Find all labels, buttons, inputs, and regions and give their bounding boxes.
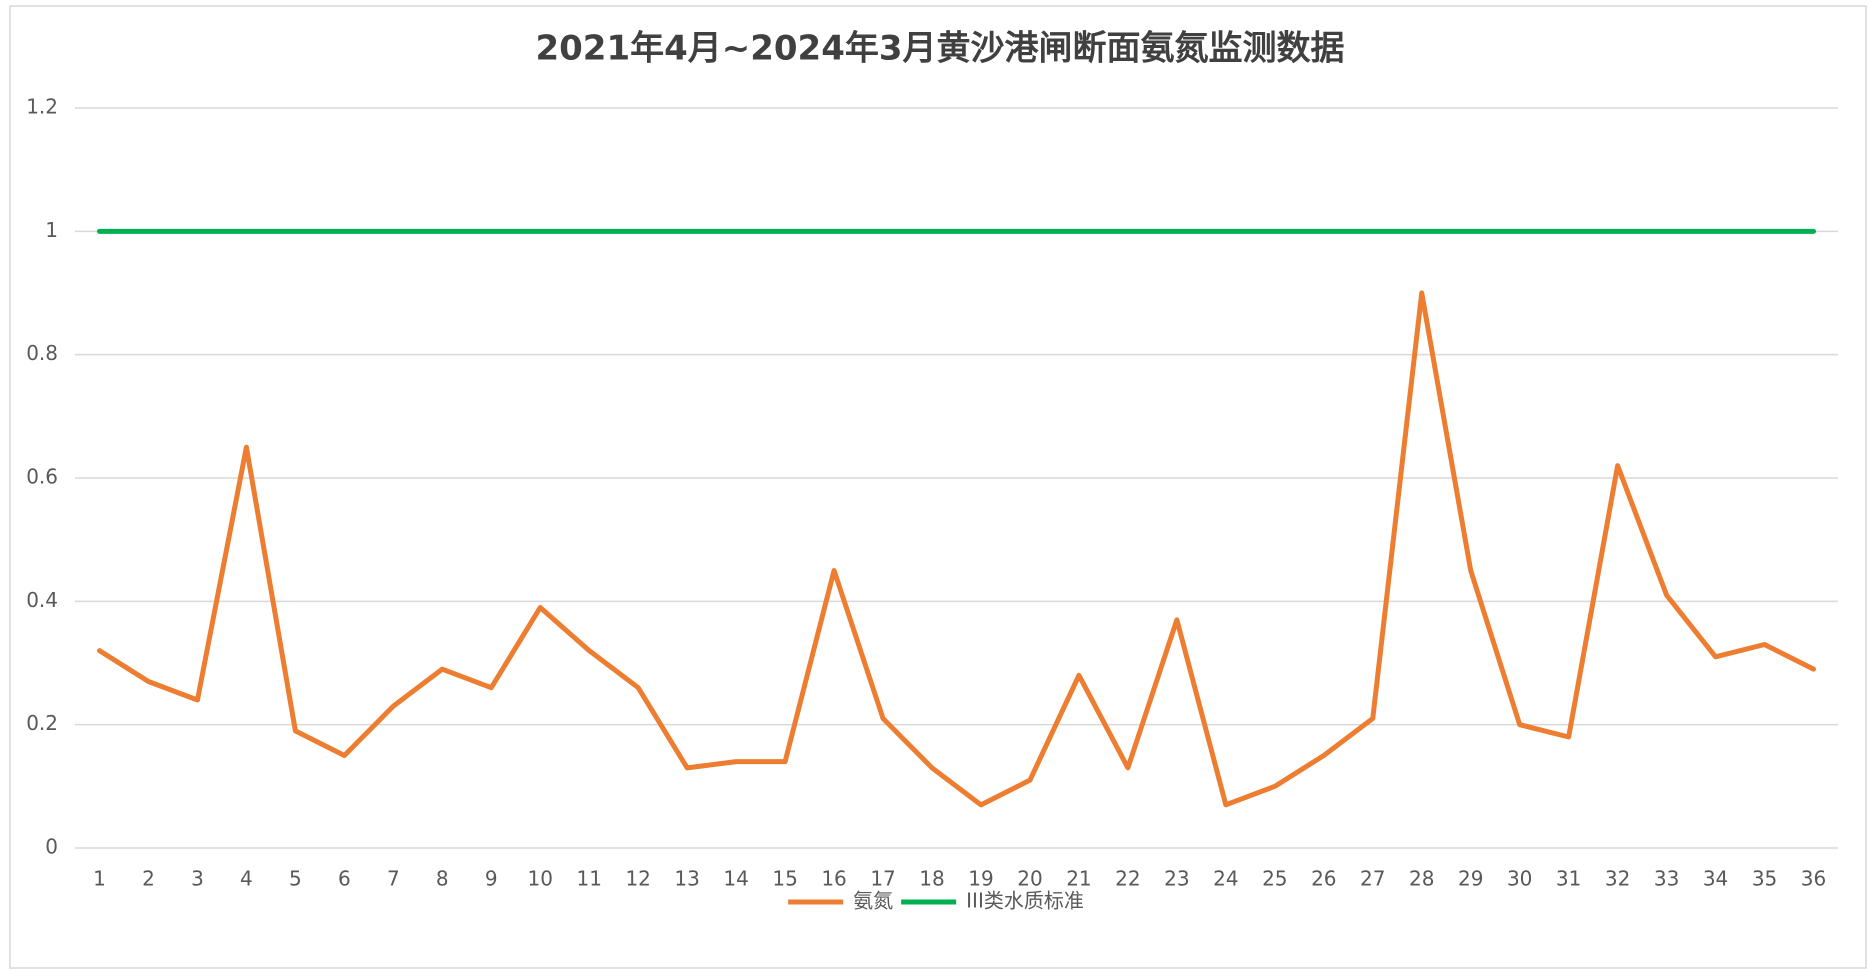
x-tick-label: 25 xyxy=(1262,867,1287,891)
line-series xyxy=(96,290,1817,808)
x-tick-label: 35 xyxy=(1752,867,1777,891)
x-tick-label: 14 xyxy=(723,867,748,891)
x-tick-label: 19 xyxy=(968,867,993,891)
x-tick-label: 18 xyxy=(919,867,944,891)
x-tick-label: 32 xyxy=(1605,867,1630,891)
chart-frame xyxy=(9,5,1867,969)
x-tick-label: 1 xyxy=(93,867,106,891)
x-tick-label: 20 xyxy=(1017,867,1042,891)
x-tick-label: 36 xyxy=(1801,867,1826,891)
x-tick-label: 6 xyxy=(338,867,351,891)
x-tick-label: 15 xyxy=(772,867,797,891)
x-tick-label: 13 xyxy=(674,867,699,891)
y-tick-label: 0.4 xyxy=(26,588,58,612)
y-tick-label: 0.6 xyxy=(26,465,58,489)
x-tick-label: 23 xyxy=(1164,867,1189,891)
x-tick-label: 22 xyxy=(1115,867,1140,891)
x-tick-label: 7 xyxy=(387,867,400,891)
y-tick-label: 0 xyxy=(45,835,58,859)
x-tick-label: 8 xyxy=(436,867,449,891)
x-tick-label: 9 xyxy=(485,867,498,891)
x-tick-label: 26 xyxy=(1311,867,1336,891)
legend-label: 氨氮 xyxy=(853,889,893,913)
x-tick-label: 16 xyxy=(821,867,846,891)
legend-label: III类水质标准 xyxy=(966,889,1084,913)
x-tick-label: 34 xyxy=(1703,867,1728,891)
x-tick-label: 12 xyxy=(625,867,650,891)
x-tick-label: 5 xyxy=(289,867,302,891)
y-tick-label: 1.2 xyxy=(26,95,58,119)
x-tick-label: 10 xyxy=(528,867,553,891)
chart-title: 2021年4月~2024年3月黄沙港闸断面氨氮监测数据 xyxy=(535,29,1344,69)
y-tick-label: 0.8 xyxy=(26,341,58,365)
y-tick-label: 0.2 xyxy=(26,711,58,735)
x-tick-label: 4 xyxy=(240,867,253,891)
x-tick-label: 17 xyxy=(870,867,895,891)
x-tick-label: 33 xyxy=(1654,867,1679,891)
x-tick-label: 27 xyxy=(1360,867,1385,891)
x-tick-label: 11 xyxy=(576,867,601,891)
x-tick-label: 31 xyxy=(1556,867,1581,891)
x-tick-label: 30 xyxy=(1507,867,1532,891)
x-tick-label: 2 xyxy=(142,867,155,891)
x-tick-label: 24 xyxy=(1213,867,1238,891)
x-tick-label: 28 xyxy=(1409,867,1434,891)
x-tick-label: 21 xyxy=(1066,867,1091,891)
x-tick-label: 29 xyxy=(1458,867,1483,891)
x-tick-label: 3 xyxy=(191,867,204,891)
y-tick-label: 1 xyxy=(45,218,58,242)
